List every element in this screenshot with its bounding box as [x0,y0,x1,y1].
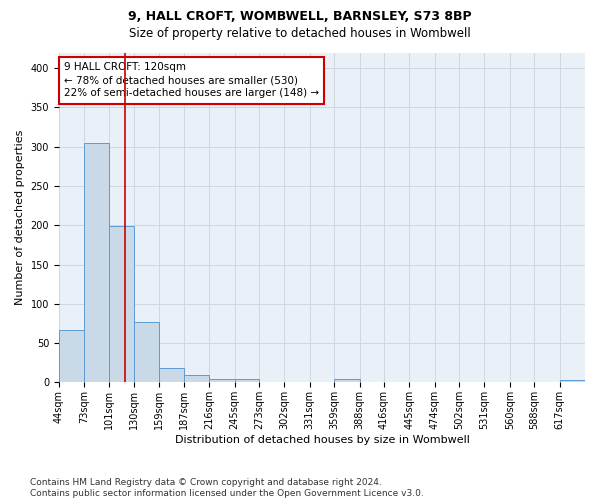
Bar [134,322,160,382]
Bar [235,380,259,382]
Y-axis label: Number of detached properties: Number of detached properties [15,130,25,305]
Text: 9 HALL CROFT: 120sqm
← 78% of detached houses are smaller (530)
22% of semi-deta: 9 HALL CROFT: 120sqm ← 78% of detached h… [64,62,319,98]
Bar [160,368,184,382]
Bar [184,376,209,382]
Bar [209,380,235,382]
Bar [59,330,84,382]
Text: 9, HALL CROFT, WOMBWELL, BARNSLEY, S73 8BP: 9, HALL CROFT, WOMBWELL, BARNSLEY, S73 8… [128,10,472,23]
Bar [84,143,109,382]
Bar [109,226,134,382]
Text: Contains HM Land Registry data © Crown copyright and database right 2024.
Contai: Contains HM Land Registry data © Crown c… [30,478,424,498]
X-axis label: Distribution of detached houses by size in Wombwell: Distribution of detached houses by size … [175,435,469,445]
Text: Size of property relative to detached houses in Wombwell: Size of property relative to detached ho… [129,28,471,40]
Bar [334,378,359,382]
Bar [560,380,585,382]
